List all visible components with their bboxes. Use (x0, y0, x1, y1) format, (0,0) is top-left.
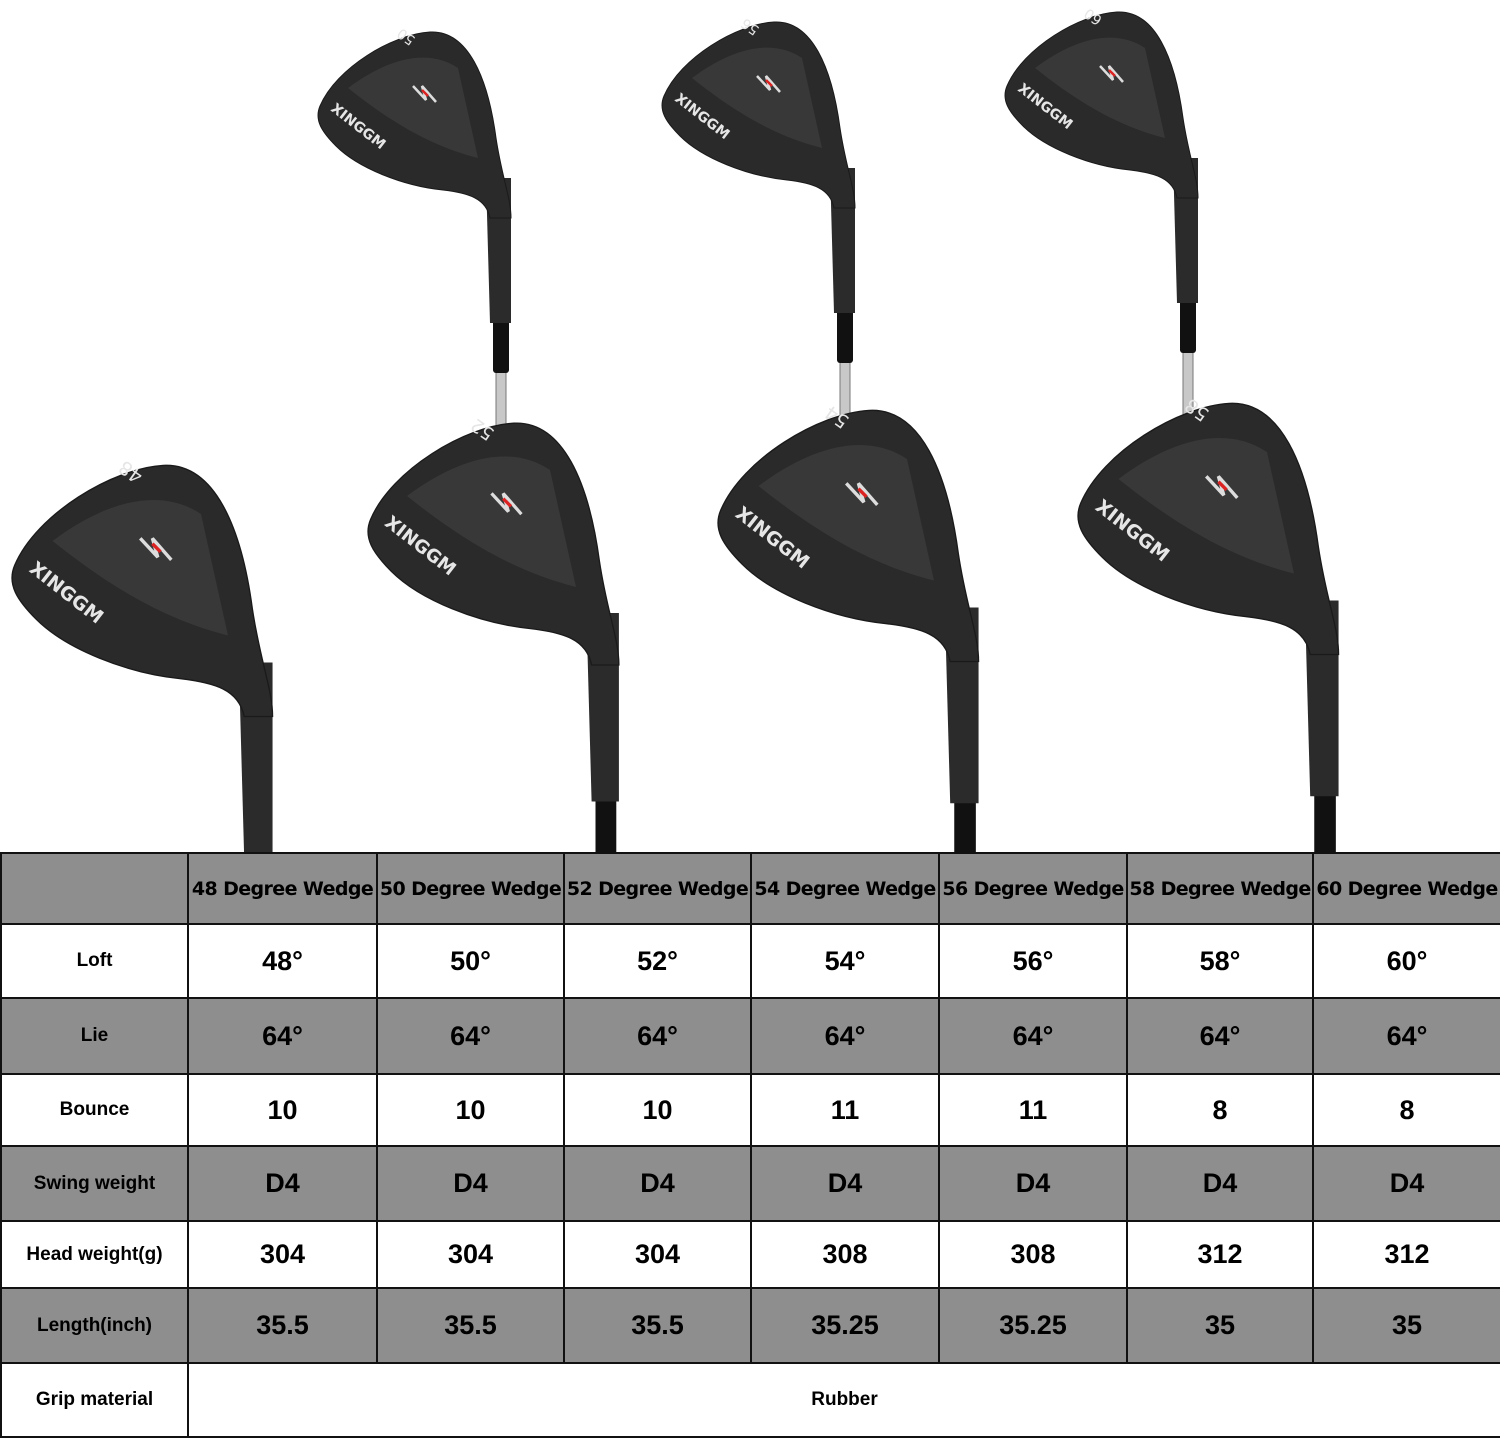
spec-value: 304 (563, 1220, 752, 1289)
spec-value: 35 (1126, 1287, 1314, 1364)
spec-value: 10 (563, 1073, 752, 1147)
logo-accent (857, 487, 868, 498)
spec-value: D4 (187, 1145, 378, 1222)
head-shade (348, 57, 478, 158)
spec-value: 35.5 (563, 1287, 752, 1364)
spec-value: 312 (1312, 1220, 1500, 1289)
spec-row: Loft 48° 50° 52° 54° 56° 58° 60° (0, 923, 1500, 999)
spec-value: 56° (938, 923, 1128, 999)
spec-value: 8 (1126, 1073, 1314, 1147)
column-header: 56 Degree Wedge (938, 852, 1128, 925)
row-label: Loft (0, 923, 189, 999)
row-label: Lie (0, 997, 189, 1075)
head-shade (692, 47, 822, 148)
spec-value: 35.25 (750, 1287, 940, 1364)
spec-value: 308 (938, 1220, 1128, 1289)
ferrule (837, 308, 853, 363)
column-header: 50 Degree Wedge (376, 852, 565, 925)
spec-value: 35 (1312, 1287, 1500, 1364)
spec-row: Length(inch) 35.5 35.5 35.5 35.25 35.25 35 35 (0, 1287, 1500, 1364)
spec-row: Swing weight D4 D4 D4 D4 D4 D4 D4 (0, 1145, 1500, 1222)
spec-value: 35.25 (938, 1287, 1128, 1364)
spec-value: 10 (187, 1073, 378, 1147)
column-header: 48 Degree Wedge (187, 852, 378, 925)
spec-value: 58° (1126, 923, 1314, 999)
spec-value: 50° (376, 923, 565, 999)
logo-accent (765, 79, 773, 87)
column-header: 54 Degree Wedge (750, 852, 940, 925)
spec-value: 64° (750, 997, 940, 1075)
spec-value: 64° (1312, 997, 1500, 1075)
ferrule (1314, 789, 1336, 852)
head-shade (758, 444, 934, 581)
spec-value: D4 (1126, 1145, 1314, 1222)
spec-value: 64° (563, 997, 752, 1075)
logo-accent (1217, 480, 1228, 491)
grip-value: Rubber (187, 1362, 1500, 1438)
spec-value: D4 (376, 1145, 565, 1222)
spec-value: D4 (563, 1145, 752, 1222)
spec-value: 312 (1126, 1220, 1314, 1289)
spec-value: 304 (376, 1220, 565, 1289)
row-label: Swing weight (0, 1145, 189, 1222)
logo-accent (151, 542, 162, 553)
logo-accent (1108, 69, 1116, 77)
spec-value: 304 (187, 1220, 378, 1289)
ferrule (493, 318, 509, 373)
ferrule (954, 796, 976, 852)
spec-value: D4 (938, 1145, 1128, 1222)
head-shade (1118, 437, 1294, 574)
column-header: 52 Degree Wedge (563, 852, 752, 925)
head-shade (52, 499, 228, 636)
header-row: 48 Degree Wedge 50 Degree Wedge 52 Degree … (0, 852, 1500, 925)
spec-value: 10 (376, 1073, 565, 1147)
spec-value: 64° (376, 997, 565, 1075)
ferrule (595, 795, 617, 852)
ferrule (1180, 298, 1196, 353)
row-label: Grip material (0, 1362, 189, 1438)
spec-value: 11 (750, 1073, 940, 1147)
spec-value: 35.5 (187, 1287, 378, 1364)
spec-value: 60° (1312, 923, 1500, 999)
head-shade (407, 456, 576, 587)
row-label: Length(inch) (0, 1287, 189, 1364)
head-shade (1035, 37, 1165, 138)
spec-value: 48° (187, 923, 378, 999)
spec-value: 8 (1312, 1073, 1500, 1147)
row-label: Bounce (0, 1073, 189, 1147)
spec-value: 35.5 (376, 1287, 565, 1364)
spec-value: 52° (563, 923, 752, 999)
spec-value: 308 (750, 1220, 940, 1289)
spec-table: 48 Degree Wedge 50 Degree Wedge 52 Degree … (0, 852, 1500, 1438)
column-header: 60 Degree Wedge (1312, 852, 1500, 925)
logo-accent (502, 497, 513, 508)
spec-value: D4 (1312, 1145, 1500, 1222)
spec-row: Head weight(g) 304 304 304 308 308 312 312 (0, 1220, 1500, 1289)
spec-value: 64° (938, 997, 1128, 1075)
spec-value: D4 (750, 1145, 940, 1222)
grip-row: Grip material Rubber (0, 1362, 1500, 1438)
column-header: 58 Degree Wedge (1126, 852, 1314, 925)
row-label: Head weight(g) (0, 1220, 189, 1289)
spec-row: Lie 64° 64° 64° 64° 64° 64° 64° (0, 997, 1500, 1075)
spec-value: 54° (750, 923, 940, 999)
spec-value: 11 (938, 1073, 1128, 1147)
spec-value: 64° (1126, 997, 1314, 1075)
corner-cell (0, 852, 189, 925)
spec-row: Bounce 10 10 10 11 11 8 8 (0, 1073, 1500, 1147)
spec-value: 64° (187, 997, 378, 1075)
logo-accent (421, 89, 429, 97)
